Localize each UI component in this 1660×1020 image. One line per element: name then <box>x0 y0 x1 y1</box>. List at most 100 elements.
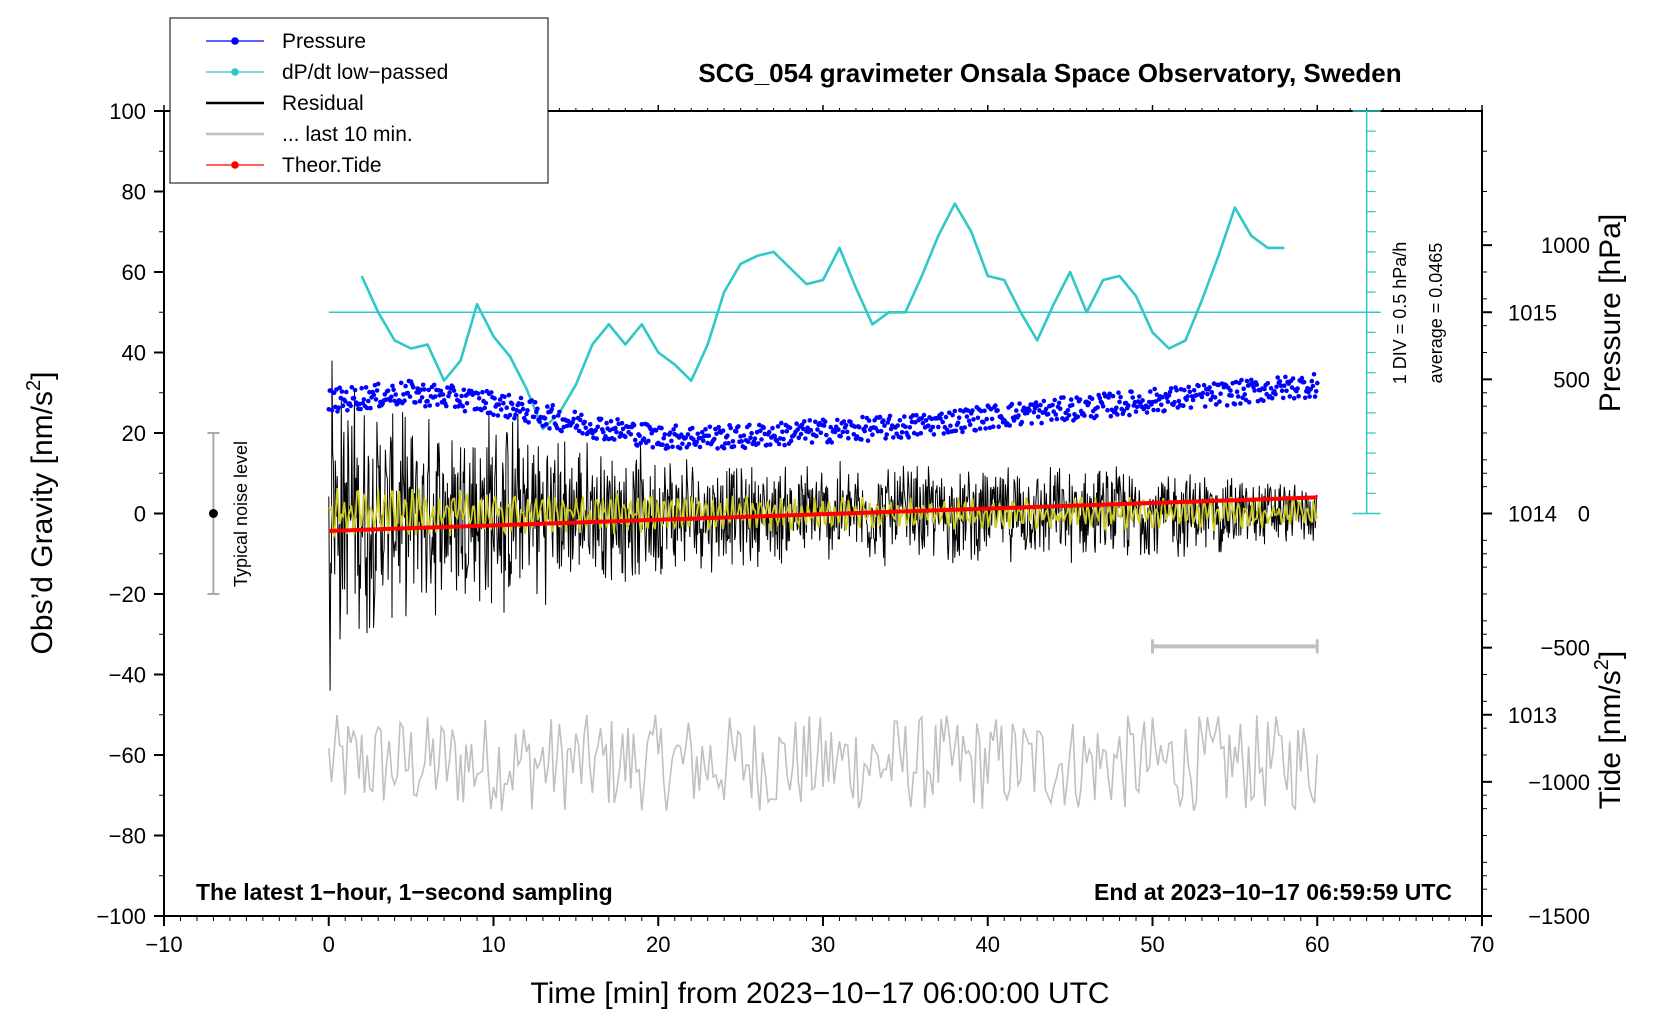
note-end-time: End at 2023−10−17 06:59:59 UTC <box>1094 879 1452 905</box>
pressure-point <box>1284 388 1289 394</box>
pressure-point <box>1188 405 1194 410</box>
pressure-point <box>608 419 614 424</box>
pressure-point <box>345 408 350 413</box>
pressure-point <box>1212 395 1218 400</box>
pressure-point <box>873 425 878 431</box>
pressure-point <box>1075 414 1081 420</box>
pressure-point <box>1279 388 1285 394</box>
pressure-point <box>583 425 589 431</box>
pressure-point <box>1289 385 1295 390</box>
pressure-point <box>887 413 893 419</box>
tide-tick-label: −1000 <box>1528 770 1590 795</box>
pressure-point <box>808 427 814 433</box>
pressure-point <box>966 418 972 424</box>
pressure-point <box>897 418 903 423</box>
pressure-point <box>1239 377 1244 383</box>
pressure-point <box>846 435 851 441</box>
pressure-point <box>1016 413 1021 418</box>
pressure-point <box>706 433 712 439</box>
pressure-point <box>1265 381 1271 386</box>
pressure-point <box>1315 380 1320 386</box>
pressure-point <box>453 392 459 398</box>
pressure-point <box>367 389 372 395</box>
pressure-point <box>329 407 335 413</box>
pressure-point <box>459 393 464 399</box>
pressure-point <box>669 438 674 444</box>
pressure-point <box>371 392 377 398</box>
pressure-point <box>549 407 554 412</box>
pressure-point <box>524 411 529 417</box>
pressure-point <box>1057 406 1063 412</box>
pressure-point <box>1209 390 1215 395</box>
pressure-point <box>339 389 345 394</box>
pressure-point <box>482 405 488 411</box>
pressure-point <box>336 405 341 411</box>
x-tick-label: 70 <box>1470 932 1494 957</box>
pressure-point <box>435 402 440 407</box>
pressure-point <box>755 441 761 446</box>
pressure-point <box>948 423 953 429</box>
pressure-point <box>764 442 770 448</box>
pressure-point <box>996 424 1001 430</box>
pressure-point <box>1041 398 1047 404</box>
pressure-point <box>1274 384 1279 390</box>
pressure-point <box>1030 402 1036 408</box>
pressure-point <box>1200 390 1206 396</box>
pressure-point <box>843 423 849 428</box>
pressure-point <box>955 420 961 426</box>
legend-marker <box>231 68 239 76</box>
legend-label: dP/dt low−passed <box>282 61 448 84</box>
y-tick-label: −100 <box>96 904 146 929</box>
series-tide <box>328 495 1318 533</box>
pressure-point <box>375 381 381 387</box>
pressure-point <box>878 428 884 434</box>
pressure-point <box>670 444 675 450</box>
pressure-point <box>1148 389 1153 394</box>
pressure-point <box>824 432 829 438</box>
pressure-point <box>731 444 737 449</box>
pressure-point <box>766 429 772 435</box>
pressure-point <box>1014 408 1019 413</box>
pressure-point <box>691 437 696 442</box>
pressure-point <box>703 427 708 432</box>
pressure-point <box>1262 386 1267 392</box>
pressure-point <box>364 405 370 411</box>
legend-label: ... last 10 min. <box>282 123 413 146</box>
pressure-point <box>385 388 391 394</box>
pressure-point <box>815 427 820 432</box>
pressure-point <box>866 418 872 423</box>
pressure-point <box>956 415 962 421</box>
pressure-point <box>881 418 886 423</box>
pressure-point <box>388 398 393 403</box>
pressure-point <box>631 422 637 428</box>
pressure-point <box>1167 389 1173 395</box>
pressure-point <box>1097 395 1103 401</box>
pressure-point <box>1117 399 1122 405</box>
legend-marker <box>231 37 239 45</box>
pressure-point <box>1118 394 1123 400</box>
pressure-point <box>1275 375 1280 380</box>
pressure-point <box>747 422 752 428</box>
pressure-point <box>930 424 936 430</box>
pressure-point <box>821 423 827 428</box>
pressure-point <box>694 439 699 445</box>
pressure-point <box>565 418 571 424</box>
pressure-point <box>496 402 502 407</box>
tide-tick-label: 1000 <box>1541 233 1590 258</box>
pressure-point <box>952 408 958 414</box>
y-tick-label: −80 <box>109 824 146 849</box>
pressure-point <box>620 426 626 432</box>
pressure-point <box>854 434 860 439</box>
pressure-point <box>1187 389 1193 395</box>
pressure-point <box>1295 386 1300 391</box>
pressure-point <box>728 425 733 431</box>
tide-tick-label: 0 <box>1578 502 1590 527</box>
pressure-tick-label: 1014 <box>1508 502 1557 527</box>
pressure-point <box>1224 403 1230 408</box>
pressure-point <box>1174 388 1179 393</box>
pressure-point <box>1308 386 1313 392</box>
pressure-point <box>615 417 620 422</box>
pressure-point <box>1036 414 1041 420</box>
pressure-point <box>780 429 785 435</box>
series-pressure <box>326 372 1320 451</box>
